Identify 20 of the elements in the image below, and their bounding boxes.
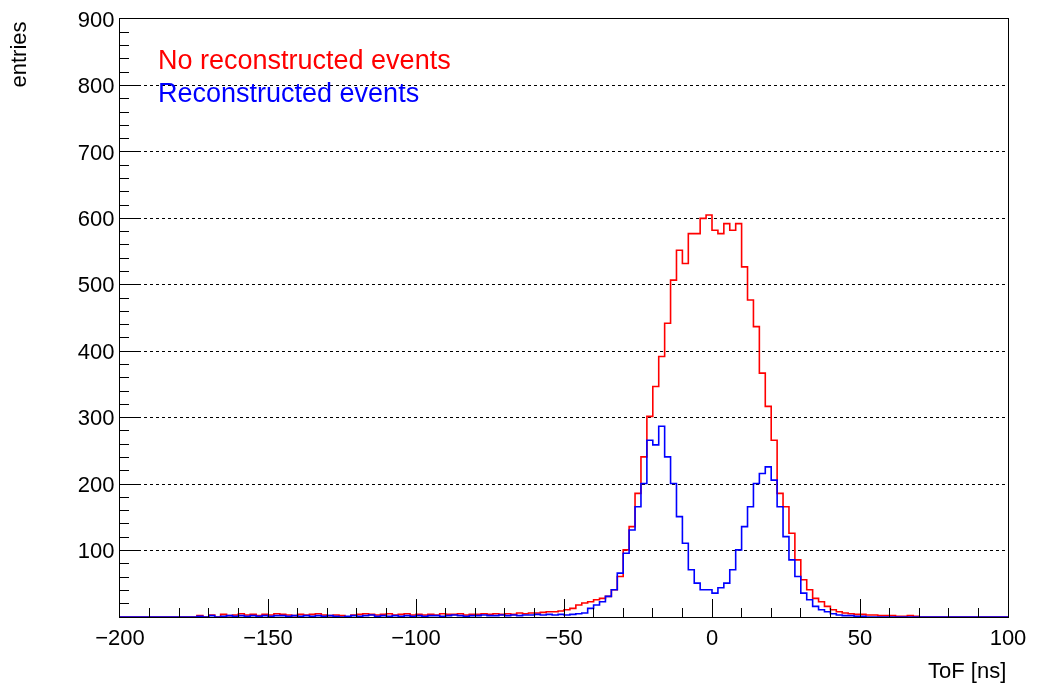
y-tick-label: 900 (77, 6, 115, 32)
y-tick-label: 500 (77, 272, 115, 298)
x-tick-label: 50 (847, 624, 873, 650)
x-tick-label: −150 (243, 624, 293, 650)
y-tick-label: 100 (77, 538, 115, 564)
y-tick-label: 800 (77, 73, 115, 99)
x-axis-title: ToF [ns] (928, 658, 1007, 683)
y-tick-label: 200 (77, 471, 115, 497)
y-tick-label: 700 (77, 139, 115, 165)
y-axis-title: entries (6, 21, 32, 88)
y-tick-label: 300 (77, 405, 115, 431)
x-tick-label: 0 (705, 624, 719, 650)
x-tick-label: 100 (989, 624, 1027, 650)
text: No reconstructed events (158, 45, 451, 75)
x-tick-label: −50 (545, 624, 583, 650)
y-tick-label: 400 (77, 338, 115, 364)
x-tick-label: −100 (391, 624, 441, 650)
text: Reconstructed events (158, 78, 420, 108)
y-tick-label: 600 (77, 206, 115, 232)
x-tick-label: −200 (95, 624, 145, 650)
